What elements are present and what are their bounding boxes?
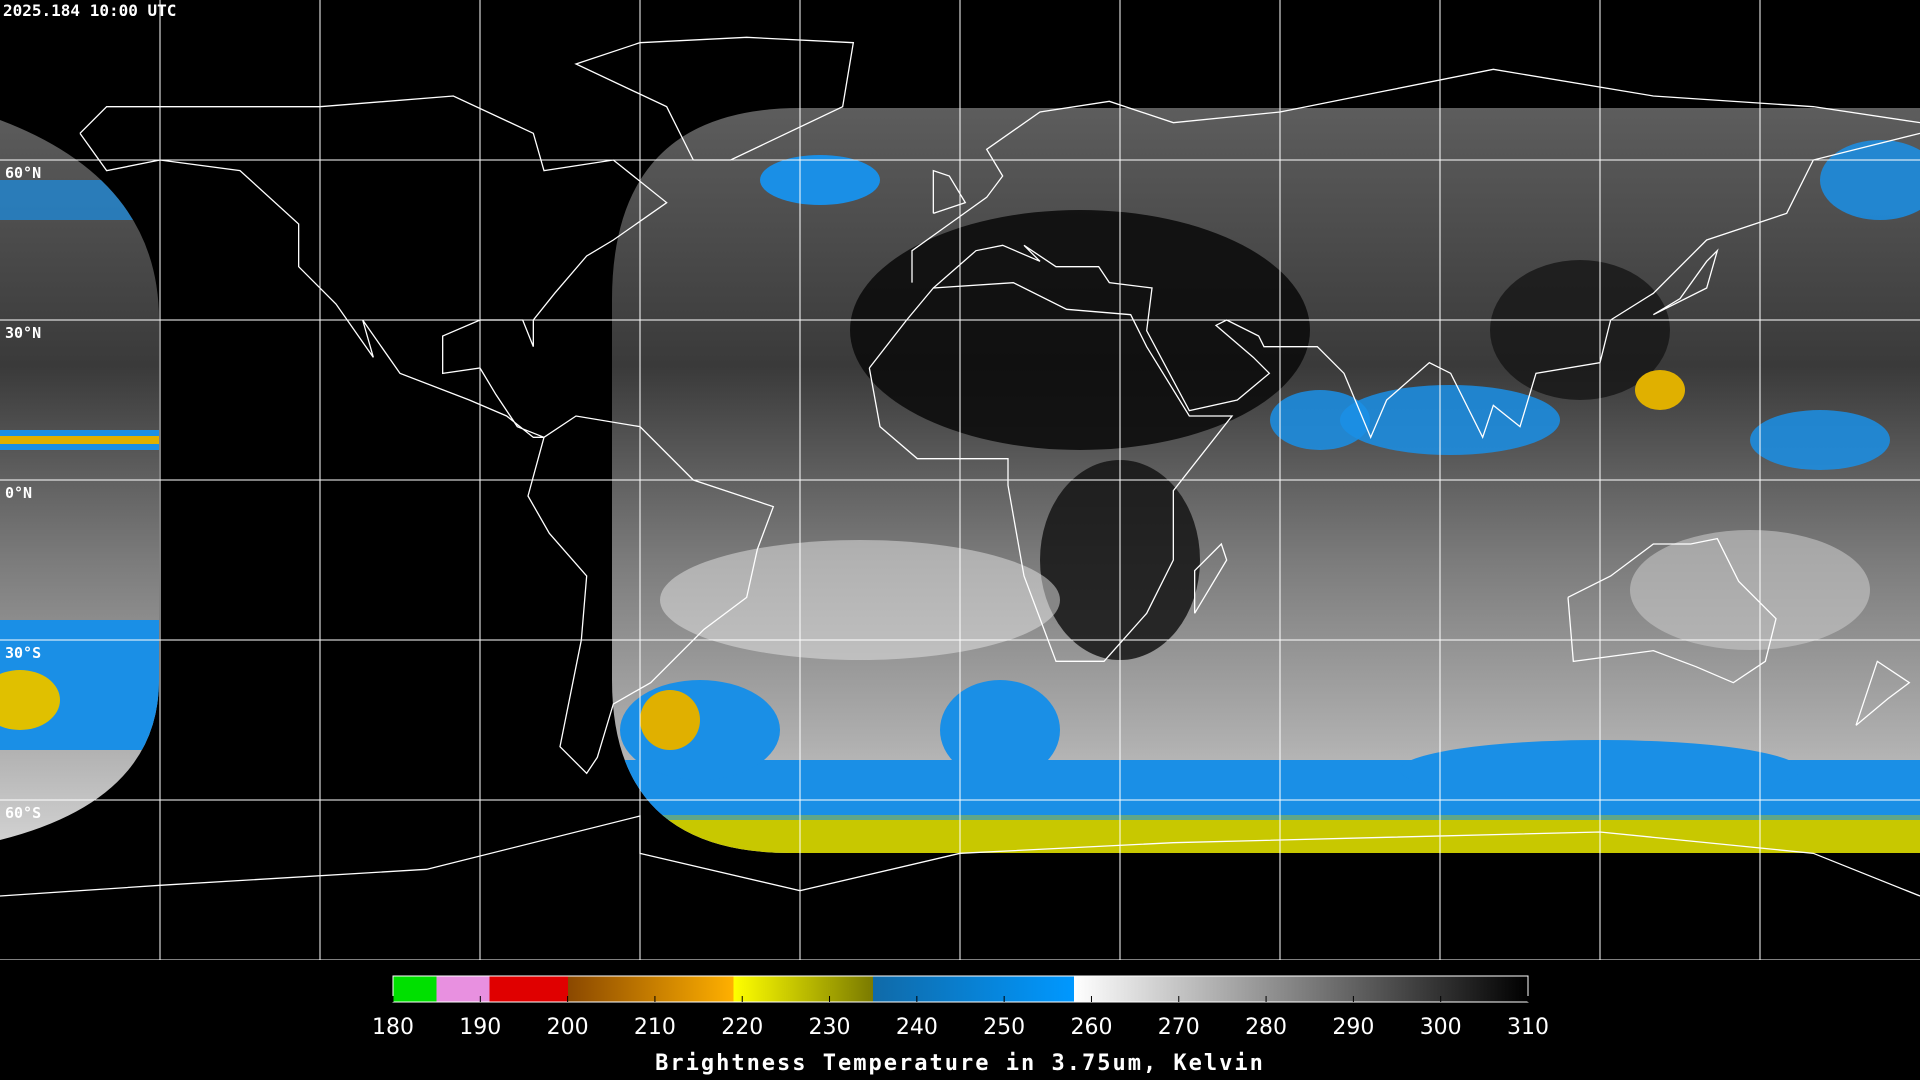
coastline [574, 36, 855, 161]
colorbar-title: Brightness Temperature in 3.75um, Kelvin [655, 1051, 1265, 1076]
timestamp: 2025.184 10:00 UTC [3, 1, 176, 20]
colorbar-tick-label: 310 [1507, 1015, 1549, 1040]
coastline [1567, 537, 1777, 684]
coastline [79, 95, 668, 438]
colorbar-ticks: 180 190 200 210 220 230 240 250 260 270 280 290 300 3… [372, 996, 1549, 1040]
colorbar-tick-label: 280 [1245, 1015, 1287, 1040]
colorbar-tick-label: 250 [983, 1015, 1025, 1040]
colorbar-tick-label: 260 [1070, 1015, 1112, 1040]
coastline [1194, 542, 1228, 614]
latitude-label: 0°N [5, 484, 32, 502]
latitude-label: 60°S [5, 804, 41, 822]
coastlines [0, 36, 1920, 897]
latitude-label: 60°N [5, 164, 41, 182]
coastline [932, 132, 1920, 440]
colorbar-tick-label: 270 [1158, 1015, 1200, 1040]
latitude-label: 30°N [5, 324, 41, 342]
colorbar-tick-label: 180 [372, 1015, 414, 1040]
coastline [932, 169, 967, 214]
colorbar [392, 975, 1529, 1003]
colorbar-tick-label: 220 [721, 1015, 763, 1040]
colorbar-tick-label: 300 [1420, 1015, 1462, 1040]
latitude-label: 30°S [5, 644, 41, 662]
coastline [868, 282, 1234, 662]
latitude-labels: 60°N 30°N 0°N 30°S 60°S [5, 164, 41, 822]
colorbar-tick-label: 210 [634, 1015, 676, 1040]
colorbar-tick-label: 190 [459, 1015, 501, 1040]
colorbar-tick-label: 290 [1332, 1015, 1374, 1040]
coastline [0, 815, 1920, 897]
graticule [0, 0, 1920, 961]
colorbar-tick-label: 240 [896, 1015, 938, 1040]
colorbar-tick-label: 200 [547, 1015, 589, 1040]
coastline [1855, 660, 1911, 726]
coastline [1652, 248, 1719, 316]
colorbar-tick-label: 230 [809, 1015, 851, 1040]
